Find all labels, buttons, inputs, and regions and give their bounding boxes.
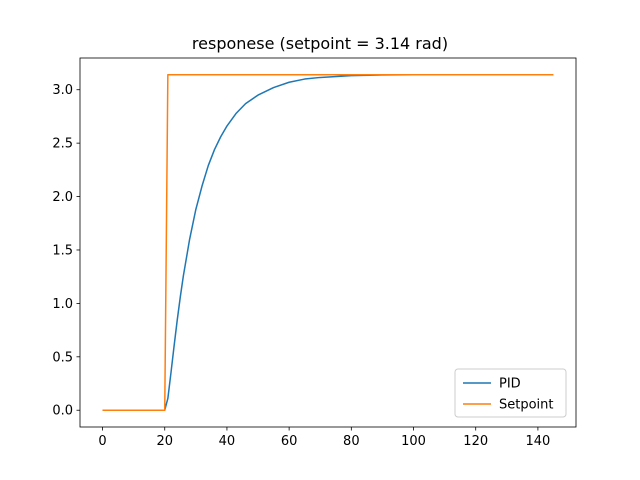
x-tick-label: 40 [219,434,236,449]
legend-box [454,368,567,418]
x-tick-label: 0 [98,434,106,449]
x-tick-label: 20 [156,434,173,449]
series-line-setpoint [102,74,554,411]
y-tick-label: 1.5 [52,243,73,258]
x-tick-label: 80 [343,434,360,449]
y-tick-label: 0.0 [52,404,73,419]
y-tick-label: 0.5 [52,350,73,365]
plot-area: 0 20 40 60 80 100 120 140 0.0 0.5 1.0 1.5 2.0 2.5 3.0 P… [52,57,577,449]
y-tick-label: 1.0 [52,297,73,312]
x-tick-label: 140 [525,434,550,449]
x-tick-label: 100 [401,434,426,449]
chart-title: responese (setpoint = 3.14 rad) [192,34,448,53]
series-line-pid [102,74,492,411]
y-tick-label: 3.0 [52,83,73,98]
x-tick-label: 60 [281,434,298,449]
axes-frame [79,57,577,428]
y-tick-label: 2.0 [52,190,73,205]
legend-label-setpoint: Setpoint [499,398,554,413]
y-tick-label: 2.5 [52,137,73,152]
legend-label-pid: PID [499,377,521,392]
x-tick-label: 120 [463,434,488,449]
